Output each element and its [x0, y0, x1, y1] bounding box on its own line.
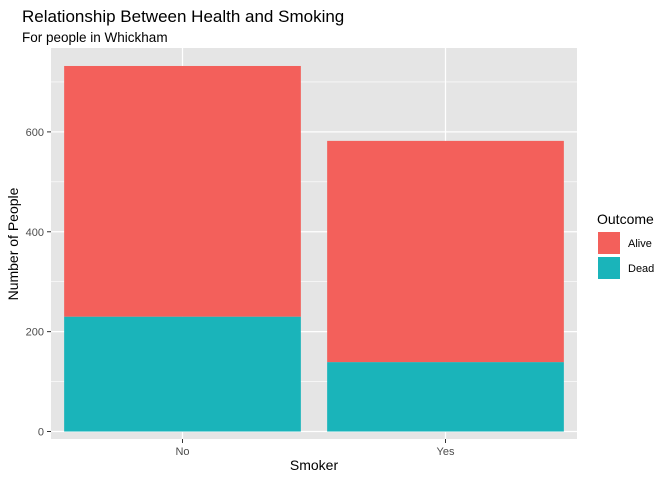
legend-key-alive	[598, 232, 620, 254]
bars	[64, 65, 564, 432]
x-axis: No Yes	[175, 439, 455, 458]
y-axis: 0 200 400 600	[26, 127, 51, 439]
legend-label-alive: Alive	[628, 238, 652, 250]
y-tick-label: 0	[38, 427, 44, 439]
legend: Outcome Alive Dead	[597, 211, 654, 279]
bar-alive-yes	[327, 140, 564, 363]
x-axis-title: Smoker	[290, 457, 339, 473]
y-axis-title: Number of People	[5, 187, 21, 300]
y-tick-label: 600	[26, 127, 44, 139]
chart-title: Relationship Between Health and Smoking	[22, 7, 344, 26]
chart-subtitle: For people in Whickham	[22, 30, 168, 45]
legend-title: Outcome	[597, 211, 654, 227]
legend-key-dead	[598, 257, 620, 279]
y-tick-label: 200	[26, 327, 44, 339]
legend-label-dead: Dead	[628, 263, 654, 275]
bar-dead-no	[64, 316, 301, 432]
y-tick-label: 400	[26, 227, 44, 239]
x-tick-label: No	[175, 446, 189, 458]
bar-dead-yes	[327, 362, 564, 432]
bar-alive-no	[64, 65, 301, 317]
x-tick-label: Yes	[437, 446, 455, 458]
